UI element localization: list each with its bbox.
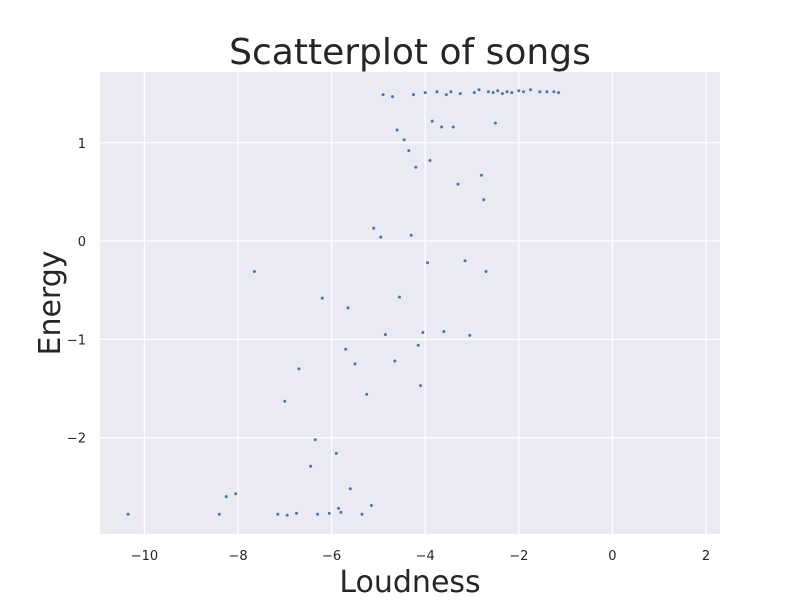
scatter-point <box>391 95 394 99</box>
scatter-point <box>493 121 497 125</box>
scatter-point <box>557 91 561 95</box>
scatter-point <box>348 487 352 491</box>
scatter-point <box>372 226 376 230</box>
scatter-point <box>407 149 411 153</box>
scatter-point <box>334 451 338 455</box>
scatter-point <box>496 89 500 93</box>
scatter-point <box>327 511 331 515</box>
scatter-point <box>449 90 453 94</box>
scatter-point <box>126 512 130 516</box>
scatter-point <box>423 91 427 95</box>
scatter-point <box>409 233 413 237</box>
chart-title: Scatterplot of songs <box>229 32 591 73</box>
scatter-point <box>309 464 313 468</box>
scatter-point <box>224 495 228 499</box>
scatter-point <box>419 384 422 388</box>
scatter-point <box>545 90 549 94</box>
scatter-point <box>383 333 387 336</box>
y-tick-labels: −2 −1 0 1 <box>67 137 86 447</box>
scatter-point <box>344 347 348 351</box>
scatter-point <box>217 512 221 516</box>
scatter-point <box>428 159 432 162</box>
x-tick-label: 2 <box>702 549 710 564</box>
scatter-point <box>295 511 298 515</box>
scatter-point <box>369 504 373 507</box>
scatter-point <box>486 90 490 94</box>
scatter-point <box>505 90 509 94</box>
scatter-point <box>365 392 369 396</box>
scatter-point <box>477 88 481 92</box>
scatter-point <box>442 330 446 333</box>
x-tick-label: −2 <box>509 549 528 564</box>
scatter-point <box>479 173 483 177</box>
scatter-point <box>416 343 420 347</box>
y-tick-label: 0 <box>78 235 86 250</box>
scatter-point <box>500 92 504 96</box>
y-axis-label: Energy <box>33 250 68 355</box>
scatter-point <box>381 93 385 97</box>
scatter-point <box>484 270 488 273</box>
scatter-point <box>435 90 439 94</box>
scatter-point <box>339 510 343 514</box>
x-tick-label: −8 <box>228 549 247 564</box>
scatter-point <box>297 367 301 371</box>
scatter-point <box>393 359 397 363</box>
scatter-point <box>458 92 462 96</box>
scatter-point <box>440 125 444 129</box>
scatter-point <box>468 333 472 337</box>
y-tick-label: 1 <box>78 137 86 152</box>
scatter-point <box>538 90 542 94</box>
scatter-point <box>379 235 383 239</box>
scatter-point <box>414 165 418 169</box>
x-tick-labels: −10 −8 −6 −4 −2 0 2 <box>131 549 710 564</box>
plot-area <box>100 72 720 534</box>
scatter-point <box>491 91 495 95</box>
scatter-point <box>529 88 532 92</box>
scatter-point <box>522 90 525 94</box>
scatter-point <box>346 306 350 310</box>
scatter-point <box>421 331 425 334</box>
scatter-point <box>252 270 256 273</box>
scatter-point <box>360 512 364 516</box>
scatter-point <box>402 138 406 142</box>
scatter-point <box>472 91 476 95</box>
scatter-point <box>510 91 514 95</box>
x-tick-label: −6 <box>322 549 341 564</box>
scatter-point <box>285 513 289 517</box>
scatter-point <box>451 125 455 129</box>
scatter-point <box>552 90 556 94</box>
scatter-point <box>412 93 415 97</box>
scatter-point <box>456 182 460 186</box>
x-tick-label: −4 <box>416 549 435 564</box>
scatter-point <box>276 512 280 516</box>
scatter-point <box>353 362 357 366</box>
scatter-point <box>316 512 320 516</box>
scatter-point <box>313 438 317 442</box>
scatter-point <box>283 399 287 403</box>
x-tick-label: −10 <box>131 549 158 564</box>
scatter-point <box>482 198 486 202</box>
scatter-point <box>234 492 238 496</box>
y-tick-label: −2 <box>67 432 86 447</box>
scatter-point <box>463 259 467 263</box>
scatter-point <box>426 261 429 265</box>
scatter-point <box>517 89 521 93</box>
scatter-point <box>395 128 399 132</box>
scatter-point <box>398 295 401 299</box>
x-axis-label: Loudness <box>339 565 480 600</box>
y-tick-label: −1 <box>67 333 86 348</box>
scatter-point <box>430 119 434 123</box>
scatter-point <box>444 93 448 97</box>
scatter-point <box>337 506 341 510</box>
x-tick-label: 0 <box>608 549 616 564</box>
grid-layer <box>100 72 720 534</box>
points-layer <box>126 88 561 517</box>
scatter-point <box>320 296 324 300</box>
